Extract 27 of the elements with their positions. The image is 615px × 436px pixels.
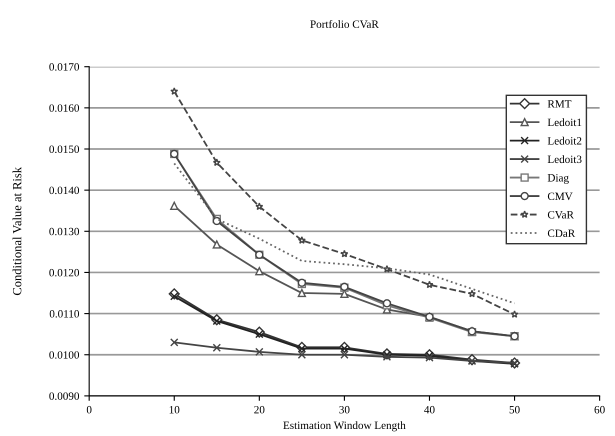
legend-label: Ledoit1 bbox=[548, 118, 582, 126]
y-tick-label: 0.0090 bbox=[49, 392, 80, 400]
y-axis-title: Conditional Value at Risk bbox=[12, 167, 22, 296]
y-tick-label: 0.0150 bbox=[49, 145, 80, 154]
x-tick-label: 20 bbox=[254, 406, 264, 414]
y-tick-label: 0.0110 bbox=[50, 310, 80, 318]
legend-label: Ledoit2 bbox=[548, 136, 582, 145]
x-tick-label: 40 bbox=[424, 406, 435, 414]
x-tick-label: 0 bbox=[86, 406, 92, 414]
legend-label: Ledoit3 bbox=[548, 155, 582, 164]
legend-label: RMT bbox=[548, 100, 572, 108]
legend-label: Diag bbox=[548, 174, 569, 184]
legend-label: CDaR bbox=[548, 230, 576, 238]
y-tick-label: 0.0160 bbox=[49, 104, 80, 112]
y-tick-label: 0.0120 bbox=[49, 268, 80, 276]
legend-label: CVaR bbox=[548, 211, 574, 219]
x-tick-label: 10 bbox=[170, 406, 180, 414]
y-tick-label: 0.0130 bbox=[49, 228, 80, 236]
x-tick-label: 50 bbox=[510, 406, 520, 414]
y-tick-label: 0.0100 bbox=[49, 351, 80, 359]
y-tick-label: 0.0170 bbox=[49, 63, 80, 71]
chart-title: Portfolio CVaR bbox=[310, 20, 379, 28]
x-axis-title: Estimation Window Length bbox=[283, 421, 406, 432]
x-tick-label: 30 bbox=[339, 406, 350, 414]
x-tick-label: 60 bbox=[594, 406, 605, 414]
legend-label: CMV bbox=[548, 192, 573, 200]
y-tick-label: 0.0140 bbox=[49, 186, 80, 194]
